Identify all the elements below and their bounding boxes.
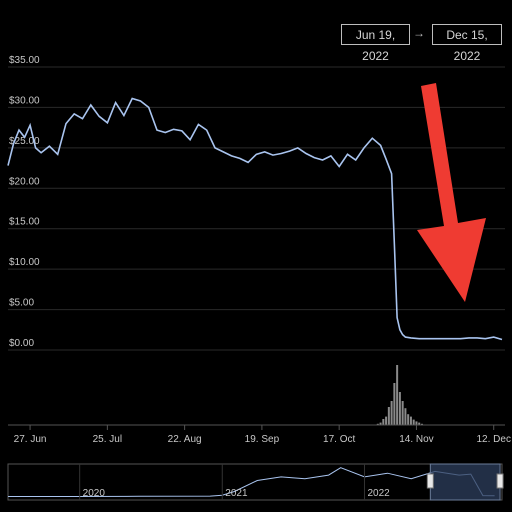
volume-bar — [415, 421, 418, 425]
y-tick-label: $15.00 — [9, 217, 40, 228]
price-axis: $0.00 $5.00 $10.00 $15.00 $20.00 $25.00 $30.00… — [9, 55, 40, 349]
x-tick-label: 22. Aug — [168, 434, 202, 445]
x-tick-label: 12. Dec — [476, 434, 510, 445]
x-tick-label: 25. Jul — [93, 434, 122, 445]
volume-bar — [398, 392, 401, 425]
range-arrow-glyph: → — [413, 26, 425, 40]
navigator-series-line — [8, 467, 495, 497]
volume-bar — [385, 416, 388, 425]
y-tick-label: $0.00 — [9, 338, 34, 349]
volume-bar — [407, 414, 410, 425]
volume-bar — [412, 419, 415, 425]
navigator-tick-label: 2020 — [83, 488, 106, 499]
price-series-line — [7, 97, 503, 341]
navigator[interactable]: 2020 2021 2022 — [7, 463, 504, 501]
date-axis: 27. Jun 25. Jul 22. Aug 19. Sep 17. Oct 14. N… — [14, 425, 511, 445]
volume-bar — [382, 419, 385, 425]
volume-bar — [390, 401, 393, 425]
x-tick-label: 14. Nov — [399, 434, 433, 445]
volume-bar — [387, 407, 390, 425]
navigator-handle-right[interactable] — [496, 473, 504, 489]
red-down-arrow — [417, 83, 486, 302]
navigator-selection-window[interactable] — [429, 463, 501, 501]
x-tick-label: 17. Oct — [323, 434, 355, 445]
range-end-input[interactable]: Dec 15, 2022 — [432, 24, 502, 63]
y-tick-label: $5.00 — [9, 298, 34, 309]
navigator-handle-left[interactable] — [426, 473, 434, 489]
x-tick-label: 19. Sep — [245, 434, 280, 445]
volume-bars — [376, 365, 423, 425]
volume-bar — [409, 416, 412, 425]
volume-bar — [401, 401, 404, 425]
volume-bar — [418, 422, 421, 425]
volume-bar — [420, 423, 423, 425]
y-tick-label: $20.00 — [9, 176, 40, 187]
volume-bar — [379, 422, 382, 425]
range-start-input[interactable]: Jun 19, 2022 — [341, 24, 410, 63]
navigator-tick-label: 2021 — [225, 488, 248, 499]
y-tick-label: $10.00 — [9, 257, 40, 268]
volume-bar — [396, 365, 399, 425]
volume-bar — [376, 423, 379, 425]
volume-bar — [393, 383, 396, 425]
volume-bar — [404, 408, 407, 425]
y-tick-label: $35.00 — [9, 55, 40, 66]
y-tick-label: $30.00 — [9, 95, 40, 106]
price-grid — [8, 66, 505, 351]
y-tick-label: $25.00 — [9, 136, 40, 147]
x-tick-label: 27. Jun — [14, 434, 47, 445]
navigator-tick-label: 2022 — [367, 488, 390, 499]
